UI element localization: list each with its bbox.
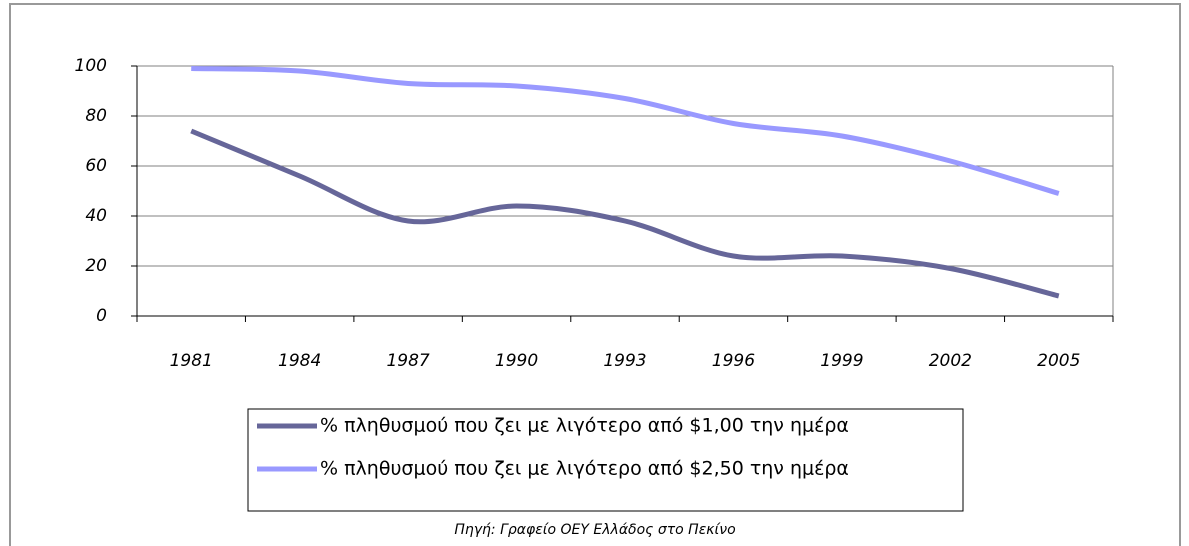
legend-box (247, 408, 964, 512)
y-tick-label: 100 (75, 56, 107, 76)
series-line (191, 66, 1060, 196)
x-tick-label: 1981 (170, 351, 213, 371)
y-tick-label: 0 (96, 306, 107, 326)
x-tick-label: 1990 (495, 351, 538, 371)
legend-label: % πληθυσμού που ζει με λιγότερο από $1,0… (320, 415, 849, 437)
series-line (190, 128, 1060, 299)
y-tick-label: 40 (85, 206, 107, 226)
x-tick-label: 1999 (820, 351, 863, 371)
x-tick-label: 1993 (603, 351, 646, 371)
y-tick-label: 80 (85, 106, 107, 126)
source-note: Πηγή: Γραφείο ΟΕΥ Ελλάδος στο Πεκίνο (454, 522, 735, 538)
legend-label: % πληθυσμού που ζει με λιγότερο από $2,5… (320, 458, 849, 480)
x-tick-label: 2005 (1037, 351, 1080, 371)
y-tick-label: 60 (85, 156, 107, 176)
x-tick-label: 2002 (929, 351, 972, 371)
x-tick-label: 1987 (386, 351, 429, 371)
chart-frame (9, 3, 1181, 546)
x-tick-label: 1996 (712, 351, 755, 371)
y-tick-label: 20 (85, 256, 107, 276)
x-tick-label: 1984 (278, 351, 321, 371)
